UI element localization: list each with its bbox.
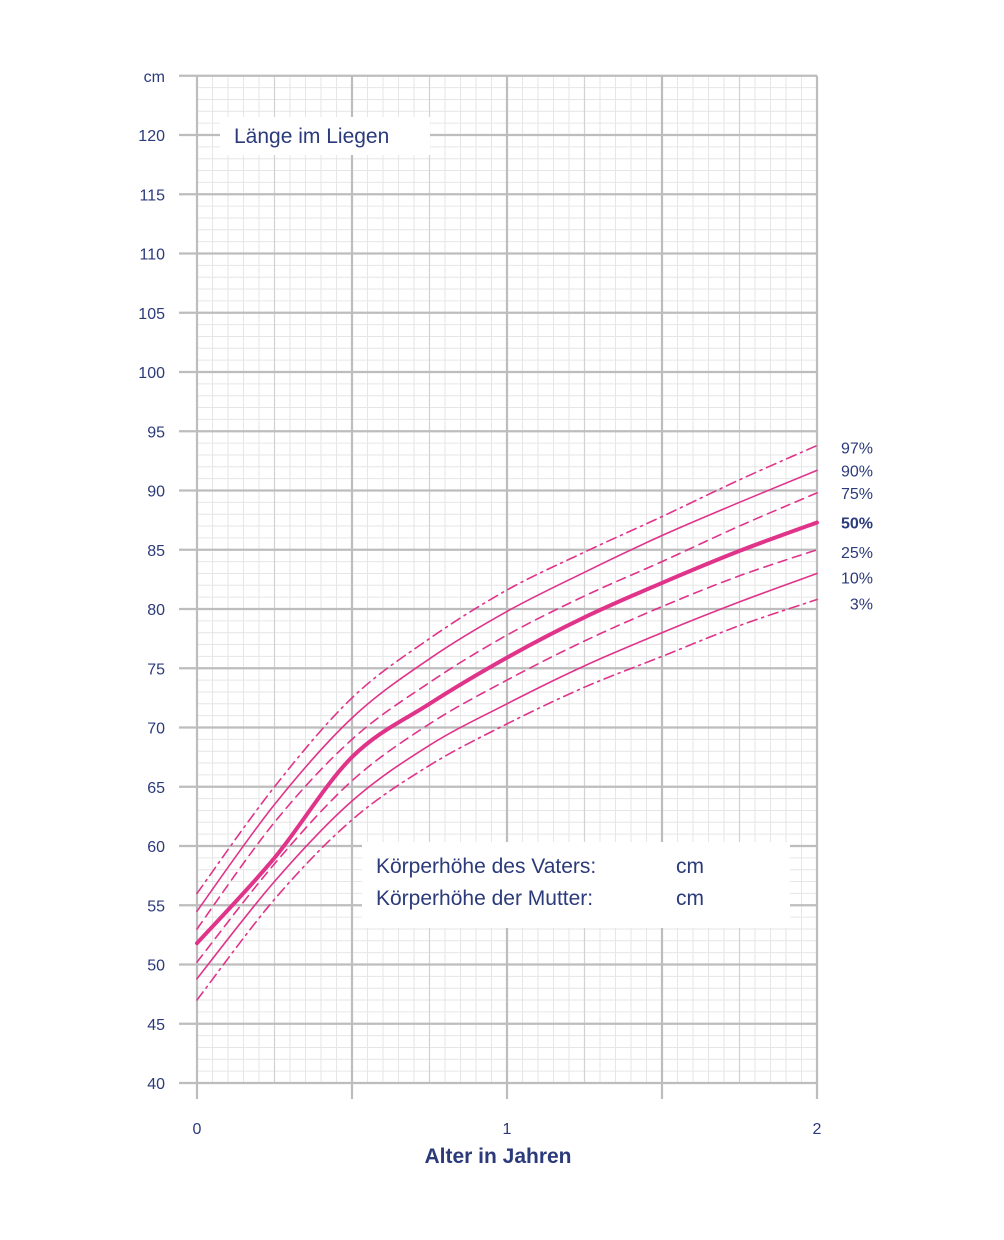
y-tick-label: 75	[147, 661, 165, 678]
percentile-line-10	[196, 572, 818, 980]
y-tick-label: 50	[147, 958, 165, 975]
percentile-label-3: 3%	[850, 597, 873, 614]
percentile-line-50	[195, 520, 819, 946]
y-tick-label: 45	[147, 1017, 165, 1034]
percentile-line-90	[196, 469, 818, 912]
percentile-label-50: 50%	[841, 515, 873, 532]
x-tick-label: 1	[503, 1121, 512, 1138]
percentile-curves	[195, 444, 819, 1001]
y-tick-label: 95	[147, 424, 165, 441]
y-tick-label: 85	[147, 543, 165, 560]
percentile-line-97	[196, 444, 818, 895]
percentile-label-10: 10%	[841, 570, 873, 587]
chart-title: Länge im Liegen	[234, 125, 389, 148]
y-tick-label: 70	[147, 721, 165, 738]
y-tick-label: 100	[138, 365, 165, 382]
percentile-label-90: 90%	[841, 463, 873, 480]
y-tick-label: 90	[147, 484, 165, 501]
percentile-line-25	[196, 549, 818, 963]
percentile-label-25: 25%	[841, 545, 873, 562]
x-tick-label: 0	[193, 1121, 202, 1138]
percentile-line-3	[196, 598, 818, 1001]
percentile-label-97: 97%	[841, 440, 873, 457]
parent-height-box	[362, 842, 790, 928]
y-tick-label: 120	[138, 128, 165, 145]
y-tick-label: 65	[147, 780, 165, 797]
y-axis-ticks: 40 45 50 55 60 65 70 75 80 85 90 95 100 105 110 115 120 c…	[138, 69, 165, 1093]
father-height-unit: cm	[676, 855, 704, 878]
y-tick-label: 60	[147, 839, 165, 856]
y-tick-label: 80	[147, 602, 165, 619]
y-tick-label: 105	[138, 306, 165, 323]
y-tick-label: 110	[139, 247, 165, 264]
y-tick-label: 40	[147, 1076, 165, 1093]
percentile-label-75: 75%	[841, 486, 873, 503]
x-axis-ticks: 0 1 2	[193, 1121, 822, 1138]
y-tick-label: 55	[147, 898, 165, 915]
mother-height-unit: cm	[676, 887, 704, 910]
title-background	[220, 117, 430, 155]
mother-height-label: Körperhöhe der Mutter:	[376, 887, 593, 910]
x-axis-label: Alter in Jahren	[424, 1145, 571, 1168]
father-height-label: Körperhöhe des Vaters:	[376, 855, 596, 878]
y-tick-label: 115	[139, 187, 165, 204]
x-tick-label: 2	[813, 1121, 822, 1138]
percentile-line-75	[196, 492, 818, 930]
percentile-labels: 97% 90% 75% 50% 25% 10% 3%	[841, 440, 873, 613]
y-tick-label: cm	[144, 69, 165, 86]
